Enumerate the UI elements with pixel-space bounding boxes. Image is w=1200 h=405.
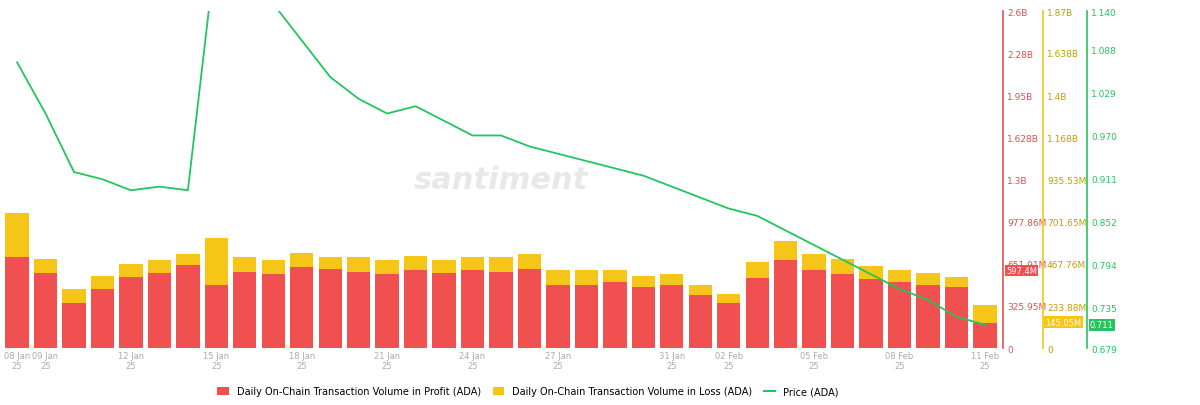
Bar xyxy=(432,260,456,273)
Text: 0.711: 0.711 xyxy=(1090,320,1114,329)
Bar xyxy=(461,271,485,348)
Bar xyxy=(604,282,626,348)
Bar xyxy=(205,239,228,285)
Bar xyxy=(803,254,826,271)
Bar xyxy=(205,285,228,348)
Bar xyxy=(262,260,284,275)
Bar xyxy=(347,258,371,272)
Bar xyxy=(944,287,968,348)
Bar xyxy=(546,285,570,348)
Bar xyxy=(774,242,797,260)
Bar xyxy=(318,269,342,348)
Bar xyxy=(917,285,940,348)
Bar xyxy=(91,277,114,289)
Bar xyxy=(660,286,684,348)
Bar xyxy=(745,279,769,348)
Bar xyxy=(944,277,968,287)
Bar xyxy=(432,273,456,348)
Bar xyxy=(917,273,940,285)
Bar xyxy=(290,267,313,348)
Bar xyxy=(718,303,740,348)
Bar xyxy=(6,258,29,348)
Bar xyxy=(689,295,712,348)
Bar xyxy=(973,323,996,348)
Bar xyxy=(290,253,313,267)
Bar xyxy=(888,270,911,282)
Bar xyxy=(660,275,684,286)
Bar xyxy=(176,266,199,348)
Bar xyxy=(803,271,826,348)
Bar xyxy=(318,258,342,269)
Bar xyxy=(376,275,398,348)
Bar xyxy=(490,272,512,348)
Bar xyxy=(830,274,854,348)
Bar xyxy=(119,277,143,348)
Bar xyxy=(376,260,398,275)
Bar xyxy=(404,271,427,348)
Bar xyxy=(34,259,58,273)
Bar xyxy=(119,264,143,277)
Bar xyxy=(575,285,598,348)
Bar xyxy=(774,260,797,348)
Bar xyxy=(830,259,854,274)
Legend: Daily On-Chain Transaction Volume in Profit (ADA), Daily On-Chain Transaction Vo: Daily On-Chain Transaction Volume in Pro… xyxy=(214,382,842,400)
Bar xyxy=(604,270,626,282)
Bar xyxy=(461,257,485,271)
Bar xyxy=(34,273,58,348)
Bar xyxy=(859,266,883,280)
Text: santiment: santiment xyxy=(414,166,588,195)
Bar xyxy=(517,254,541,269)
Bar xyxy=(888,282,911,348)
Bar xyxy=(6,214,29,258)
Bar xyxy=(689,286,712,295)
Bar xyxy=(148,273,172,348)
Bar xyxy=(859,280,883,348)
Bar xyxy=(973,305,996,323)
Bar xyxy=(62,303,85,348)
Bar xyxy=(62,290,85,303)
Bar xyxy=(631,276,655,288)
Bar xyxy=(404,256,427,271)
Bar xyxy=(262,275,284,348)
Bar xyxy=(148,260,172,273)
Bar xyxy=(176,254,199,266)
Bar xyxy=(490,257,512,272)
Bar xyxy=(546,271,570,285)
Bar xyxy=(631,288,655,348)
Bar xyxy=(233,258,257,272)
Bar xyxy=(91,289,114,348)
Text: 145.05M: 145.05M xyxy=(1045,318,1081,327)
Bar xyxy=(233,272,257,348)
Bar xyxy=(517,269,541,348)
Bar xyxy=(575,270,598,285)
Text: 597.4M: 597.4M xyxy=(1006,266,1037,275)
Bar xyxy=(347,272,371,348)
Bar xyxy=(718,294,740,303)
Bar xyxy=(745,262,769,279)
